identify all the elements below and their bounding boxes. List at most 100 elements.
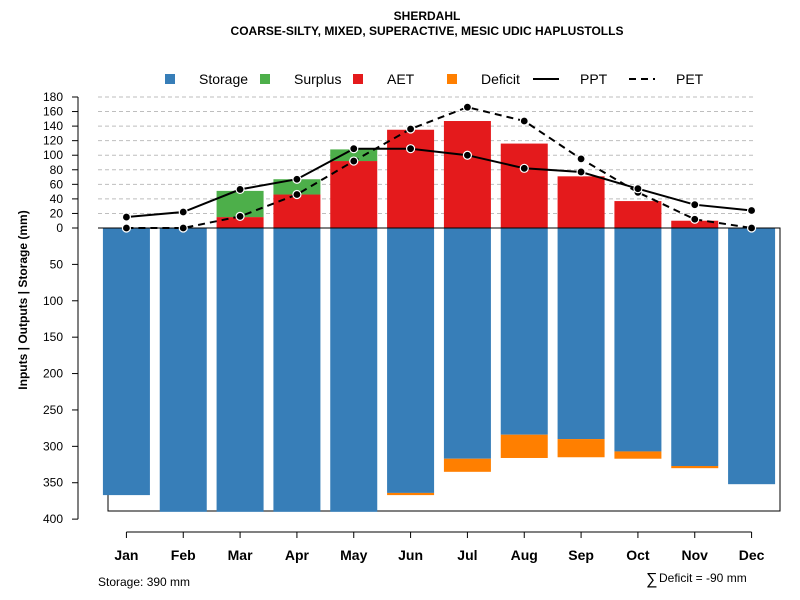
- legend-surplus-label: Surplus: [294, 71, 341, 87]
- axes: 0204060801001201401601805010015020025030…: [43, 90, 780, 563]
- month-label-Apr: Apr: [285, 547, 310, 563]
- upper-tick-label-160: 160: [43, 105, 63, 119]
- pet-point-Sep: [576, 154, 586, 164]
- month-label-Aug: Aug: [511, 547, 538, 563]
- pet-point-Jul: [462, 102, 473, 112]
- chart-title: SHERDAHL: [394, 9, 461, 23]
- upper-tick-label-120: 120: [43, 134, 63, 148]
- deficit-footer: Deficit = -90 mm: [659, 571, 747, 585]
- storage-bar-Aug: [500, 228, 548, 435]
- upper-tick-label-80: 80: [50, 163, 64, 177]
- aet-bar-Mar: [216, 217, 264, 228]
- ppt-point-Mar: [235, 184, 245, 195]
- surplus-bar-May: [330, 149, 378, 162]
- bars: [102, 121, 781, 512]
- ppt-point-Oct: [633, 184, 643, 194]
- legend-aet-swatch: [353, 74, 363, 84]
- lower-tick-label-150: 150: [43, 330, 63, 344]
- deficit-bar-Nov: [671, 465, 719, 469]
- storage-bar-Apr: [273, 228, 321, 512]
- pet-point-Mar: [235, 211, 245, 221]
- deficit-bar-Jul: [443, 458, 491, 472]
- upper-tick-label-20: 20: [50, 206, 64, 220]
- lower-tick-label-200: 200: [43, 367, 63, 381]
- lower-tick-label-350: 350: [43, 476, 63, 490]
- ppt-point-Jul: [462, 150, 473, 160]
- legend-ppt-label: PPT: [580, 71, 608, 87]
- ppt-point-May: [349, 144, 359, 154]
- month-label-Jun: Jun: [398, 547, 423, 563]
- ppt-point-Sep: [576, 167, 586, 177]
- month-label-Mar: Mar: [228, 547, 253, 563]
- month-label-Nov: Nov: [682, 547, 709, 563]
- legend-deficit-label: Deficit: [481, 71, 520, 87]
- month-label-Feb: Feb: [171, 547, 196, 563]
- storage-bar-May: [330, 228, 378, 512]
- storage-bar-Mar: [216, 228, 264, 512]
- storage-bar-Oct: [614, 228, 662, 452]
- aet-bar-Jul: [443, 121, 491, 228]
- month-label-Jul: Jul: [457, 547, 477, 563]
- upper-tick-label-180: 180: [43, 90, 63, 104]
- month-label-Sep: Sep: [568, 547, 594, 563]
- storage-bar-Jan: [102, 228, 150, 496]
- deficit-bar-Oct: [614, 451, 662, 459]
- legend-surplus-swatch: [260, 74, 270, 84]
- aet-bar-Nov: [671, 220, 719, 228]
- upper-tick-label-0: 0: [56, 221, 63, 235]
- pet-point-Feb: [178, 223, 188, 233]
- legend-pet-label: PET: [676, 71, 704, 87]
- surplus-bar-Apr: [273, 179, 321, 195]
- storage-bar-Jun: [387, 228, 435, 493]
- storage-bar-Dec: [728, 228, 776, 485]
- month-label-Dec: Dec: [739, 547, 765, 563]
- storage-bar-Nov: [671, 228, 719, 466]
- upper-tick-label-60: 60: [50, 177, 64, 191]
- lower-tick-label-400: 400: [43, 512, 63, 526]
- ppt-point-Dec: [746, 205, 757, 216]
- aet-bar-Sep: [557, 176, 605, 228]
- storage-bar-Jul: [443, 228, 491, 459]
- aet-bar-Oct: [614, 201, 662, 228]
- pet-point-Aug: [519, 116, 529, 126]
- ppt-point-Jun: [405, 144, 416, 154]
- lower-tick-label-100: 100: [43, 294, 63, 308]
- pet-point-Nov: [690, 214, 700, 224]
- upper-tick-label-100: 100: [43, 148, 63, 162]
- month-label-May: May: [340, 547, 367, 563]
- ppt-point-Aug: [519, 163, 529, 173]
- lower-tick-label-300: 300: [43, 439, 63, 453]
- lower-tick-label-250: 250: [43, 403, 63, 417]
- upper-tick-label-40: 40: [50, 192, 64, 206]
- month-label-Jan: Jan: [114, 547, 138, 563]
- ppt-point-Feb: [178, 207, 188, 217]
- y-axis-label: Inputs | Outputs | Storage (mm): [16, 210, 30, 389]
- aet-bar-May: [330, 161, 378, 228]
- upper-tick-label-140: 140: [43, 119, 63, 133]
- lower-tick-label-50: 50: [50, 257, 64, 271]
- legend: Storage Surplus AET Deficit PPT PET: [165, 71, 704, 87]
- deficit-bar-Aug: [500, 434, 548, 458]
- legend-storage-label: Storage: [199, 71, 248, 87]
- storage-bar-Sep: [557, 228, 605, 440]
- legend-storage-swatch: [165, 74, 175, 84]
- storage-bar-Feb: [159, 228, 207, 512]
- ppt-point-Apr: [292, 174, 302, 184]
- legend-deficit-swatch: [447, 74, 457, 84]
- legend-aet-label: AET: [387, 71, 415, 87]
- pet-point-May: [349, 156, 359, 166]
- aet-bar-Aug: [500, 143, 548, 228]
- ppt-point-Jan: [121, 212, 132, 222]
- pet-point-Apr: [292, 189, 302, 200]
- pet-point-Dec: [746, 223, 757, 233]
- lines: [121, 102, 757, 233]
- month-label-Oct: Oct: [626, 547, 650, 563]
- deficit-bar-Sep: [557, 439, 605, 458]
- pet-point-Jun: [405, 124, 416, 134]
- storage-footer: Storage: 390 mm: [98, 575, 190, 589]
- sum-symbol: ∑: [646, 571, 657, 588]
- chart-subtitle: COARSE-SILTY, MIXED, SUPERACTIVE, MESIC …: [231, 24, 624, 38]
- ppt-line: [126, 147, 752, 219]
- pet-line: [126, 106, 752, 229]
